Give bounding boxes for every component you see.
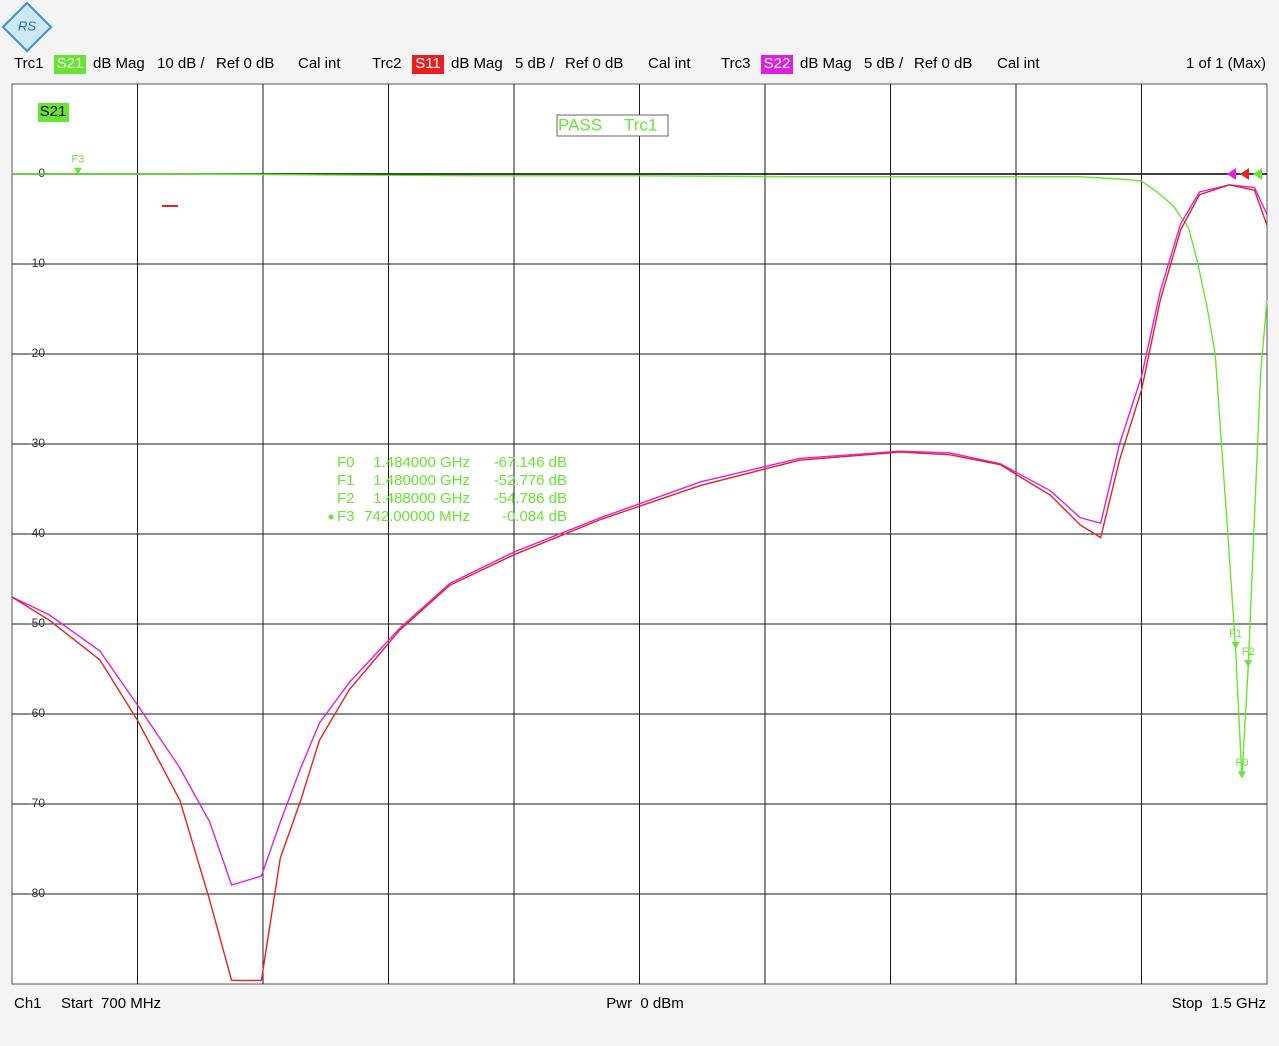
y-tick-label: -10 [28, 256, 46, 270]
limit-trace: Trc1 [624, 115, 657, 134]
active-trace-badge [38, 103, 69, 122]
parameter: S11 [415, 55, 441, 72]
active-trace: S21 [40, 103, 67, 120]
readout-name: F2 [337, 490, 355, 507]
power: Pwr 0 dBm [606, 995, 684, 1012]
parameter-badge [412, 55, 444, 74]
readout-frequency: 1.488000 GHz [373, 490, 470, 507]
y-tick-label: -40 [28, 526, 46, 540]
trace-label: Trc3 [721, 55, 750, 72]
readout-value: -54.786 dB [494, 490, 567, 507]
y-tick-label: -30 [28, 436, 46, 450]
marker [1231, 641, 1240, 649]
marker-label: F2 [1242, 646, 1255, 658]
parameter-badge [54, 55, 86, 74]
marker [1237, 771, 1246, 779]
trace-line [11, 184, 1268, 982]
trace-label: Trc1 [14, 55, 43, 72]
marker-label: F0 [1235, 757, 1248, 769]
channel: Ch1 [14, 995, 42, 1012]
y-tick-label: -50 [28, 616, 46, 630]
marker-label: F1 [1229, 628, 1242, 640]
y-tick-label: -60 [28, 706, 46, 720]
readout-name: F3 [337, 508, 355, 525]
trace-line [11, 184, 1268, 886]
format: dB Mag [451, 55, 503, 72]
scale: 5 dB / [864, 55, 904, 72]
format: dB Mag [93, 55, 145, 72]
scale: 5 dB / [515, 55, 555, 72]
svg-text:RS: RS [18, 18, 36, 33]
readout-name: F1 [337, 472, 355, 489]
limit-box [556, 114, 669, 137]
limit-result: PASS [558, 115, 602, 134]
marker [1244, 660, 1253, 668]
marker [73, 167, 82, 175]
parameter-badge [761, 55, 793, 74]
y-tick-label: -20 [28, 346, 46, 360]
readout-value: -52.776 dB [494, 472, 567, 489]
active-marker-dot [328, 514, 334, 520]
reference: Ref 0 dB [565, 55, 623, 72]
y-tick-label: -70 [28, 796, 46, 810]
scale: 10 dB / [157, 55, 205, 72]
calibration: Cal int [298, 55, 341, 72]
parameter: S22 [764, 55, 791, 72]
format: dB Mag [800, 55, 852, 72]
reference-arrow [1253, 168, 1262, 180]
marker-label: F3 [71, 154, 84, 166]
reference: Ref 0 dB [216, 55, 274, 72]
readout-name: F0 [337, 454, 355, 471]
start-frequency: Start 700 MHz [61, 995, 161, 1012]
readout-frequency: 742.00000 MHz [364, 508, 470, 525]
trace-label: Trc2 [372, 55, 401, 72]
page-indicator: 1 of 1 (Max) [1186, 55, 1266, 72]
readout-value: -67.146 dB [494, 454, 567, 471]
reference-arrow [1240, 168, 1249, 180]
logo: RS [1, 1, 53, 53]
reference-arrow [1227, 168, 1236, 180]
calibration: Cal int [997, 55, 1040, 72]
y-tick-label: -80 [28, 886, 46, 900]
stop-frequency: Stop 1.5 GHz [1172, 995, 1266, 1012]
y-tick-label: 0 [38, 166, 45, 180]
reference: Ref 0 dB [914, 55, 972, 72]
calibration: Cal int [648, 55, 691, 72]
readout-value: -0.084 dB [502, 508, 567, 525]
readout-frequency: 1.484000 GHz [373, 454, 470, 471]
readout-frequency: 1.480000 GHz [373, 472, 470, 489]
parameter: S21 [57, 55, 84, 72]
